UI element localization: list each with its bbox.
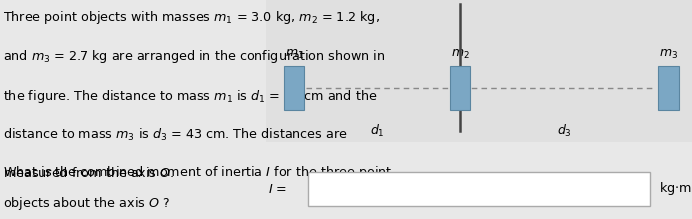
Text: $d_1$: $d_1$ <box>370 123 384 139</box>
Text: $d_3$: $d_3$ <box>557 123 572 139</box>
Bar <box>450 66 471 110</box>
Text: $m_2$: $m_2$ <box>450 48 469 61</box>
Text: $I$ =: $I$ = <box>268 183 287 196</box>
Bar <box>266 0 692 142</box>
Bar <box>284 66 304 110</box>
Text: $m_1$: $m_1$ <box>284 48 304 61</box>
Text: What is the combined moment of inertia $I$ for the three point: What is the combined moment of inertia $… <box>3 164 393 181</box>
Text: measured from the axis $O$.: measured from the axis $O$. <box>3 166 175 180</box>
Text: O: O <box>455 0 465 3</box>
Text: objects about the axis $O$ ?: objects about the axis $O$ ? <box>3 195 171 212</box>
Text: kg$\cdot$m$^2$: kg$\cdot$m$^2$ <box>659 180 692 199</box>
Text: and $m_3$ = 2.7 kg are arranged in the configuration shown in: and $m_3$ = 2.7 kg are arranged in the c… <box>3 48 385 65</box>
Text: $m_3$: $m_3$ <box>659 48 678 61</box>
Text: the figure. The distance to mass $m_1$ is $d_1$ = 24 cm and the: the figure. The distance to mass $m_1$ i… <box>3 88 378 105</box>
Bar <box>658 66 679 110</box>
Text: Three point objects with masses $m_1$ = 3.0 kg, $m_2$ = 1.2 kg,: Three point objects with masses $m_1$ = … <box>3 9 381 26</box>
Text: distance to mass $m_3$ is $d_3$ = 43 cm. The distances are: distance to mass $m_3$ is $d_3$ = 43 cm.… <box>3 127 348 143</box>
FancyBboxPatch shape <box>308 172 650 206</box>
